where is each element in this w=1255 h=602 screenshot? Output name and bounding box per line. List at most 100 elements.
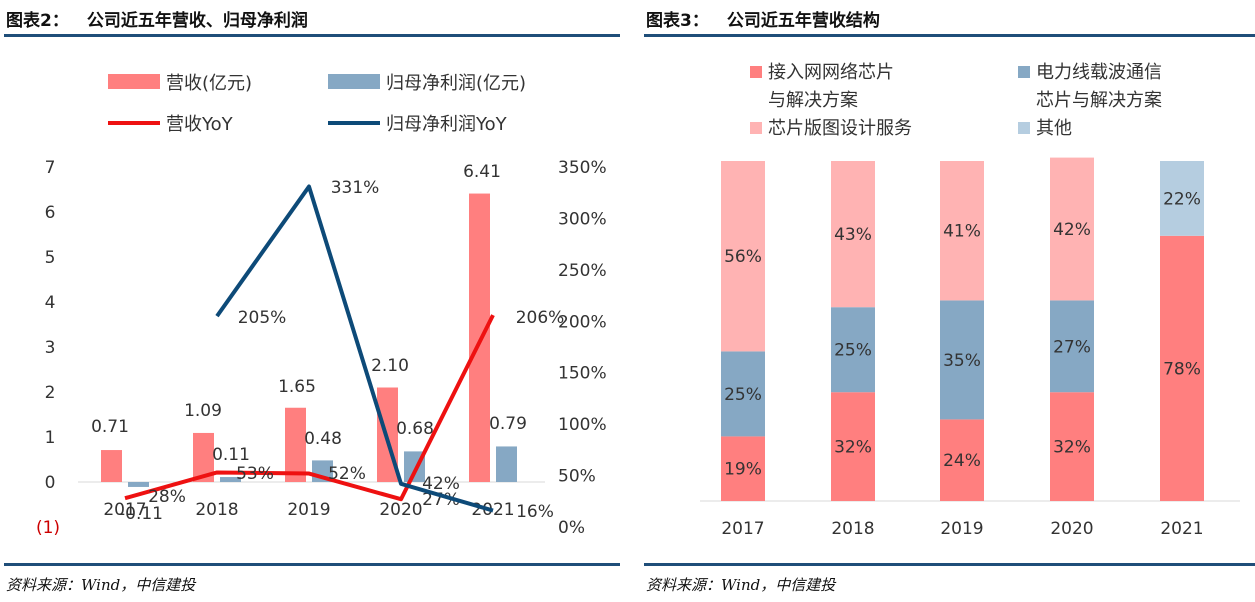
segment-value-label: 32% bbox=[1053, 438, 1091, 458]
figure-number: 图表2： bbox=[6, 11, 69, 31]
legend-swatch bbox=[328, 74, 380, 89]
revenue-value-label: 6.41 bbox=[463, 162, 501, 182]
revenue-yoy-label: 52% bbox=[328, 464, 366, 484]
profit-value-label: 0.11 bbox=[212, 445, 250, 465]
profit-bar bbox=[128, 482, 149, 487]
x-axis-tick: 2017 bbox=[103, 500, 146, 520]
left-axis-tick: 2 bbox=[45, 383, 56, 403]
legend-swatch bbox=[750, 66, 762, 78]
legend-label: 芯片与解决方案 bbox=[1036, 90, 1162, 111]
right-axis-tick: 200% bbox=[558, 312, 607, 332]
segment-value-label: 43% bbox=[834, 225, 872, 245]
figure-caption: 公司近五年营收结构 bbox=[726, 11, 880, 31]
revenue-profit-combo-chart: 营收(亿元) 归母净利润(亿元) 营收YoY 归母净利润YoY 7 6 5 4 3 2 1 0 (1) 3… bbox=[36, 73, 607, 538]
stacked-segment bbox=[721, 436, 765, 501]
profit-value-label: 0.48 bbox=[304, 429, 342, 449]
left-axis-tick: 0 bbox=[45, 473, 56, 493]
legend-label: 营收YoY bbox=[166, 114, 234, 135]
stacked-segment bbox=[1160, 235, 1204, 502]
right-axis-tick: 350% bbox=[558, 158, 607, 178]
title-rule bbox=[644, 34, 1255, 37]
legend-label: 其他 bbox=[1036, 118, 1072, 139]
title-rule bbox=[4, 34, 620, 37]
x-axis-tick: 2019 bbox=[287, 500, 330, 520]
stacked-segment bbox=[721, 351, 765, 437]
segment-value-label: 32% bbox=[834, 438, 872, 458]
left-axis-tick: 5 bbox=[45, 248, 56, 268]
legend-label: 接入网网络芯片 bbox=[768, 62, 894, 83]
revenue-bar bbox=[193, 432, 214, 482]
right-axis-tick: 50% bbox=[558, 467, 596, 487]
segment-value-label: 25% bbox=[724, 385, 762, 405]
revenue-value-label: 0.71 bbox=[91, 417, 129, 437]
profit-yoy-label: 42% bbox=[422, 474, 460, 494]
stacked-segment bbox=[940, 300, 984, 420]
revenue-yoy-label: 28% bbox=[148, 487, 186, 507]
legend-label: 与解决方案 bbox=[768, 90, 858, 111]
revenue-profit-panel: 图表2： 公司近五年营收、归母净利润 营收(亿元) 归母净利润(亿元) 营收YoY 归母… bbox=[0, 0, 620, 602]
x-axis-tick: 2017 bbox=[721, 519, 764, 539]
figure-caption: 公司近五年营收、归母净利润 bbox=[86, 11, 308, 31]
profit-yoy-label: 331% bbox=[331, 178, 380, 198]
segment-value-label: 56% bbox=[724, 247, 762, 267]
figure-title: 图表2： 公司近五年营收、归母净利润 bbox=[6, 6, 308, 31]
segment-value-label: 35% bbox=[943, 351, 981, 371]
legend-swatch bbox=[750, 122, 762, 134]
profit-bar bbox=[220, 477, 241, 482]
segment-value-label: 22% bbox=[1163, 189, 1201, 209]
left-axis-tick-negative: (1) bbox=[36, 518, 60, 538]
revenue-structure-panel: 图表3： 公司近五年营收结构 接入网网络芯片 与解决方案 电力线载波通信 芯片与解决方案… bbox=[640, 0, 1255, 602]
profit-value-label: -0.11 bbox=[119, 504, 163, 524]
stacked-segment bbox=[1050, 392, 1094, 501]
profit-yoy-line bbox=[215, 184, 494, 513]
legend-label: 营收(亿元) bbox=[166, 73, 252, 94]
segment-value-label: 25% bbox=[834, 341, 872, 361]
segment-value-label: 78% bbox=[1163, 359, 1201, 379]
legend-label: 归母净利润(亿元) bbox=[386, 73, 526, 94]
segment-value-label: 27% bbox=[1053, 337, 1091, 357]
left-axis-tick: 3 bbox=[45, 338, 56, 358]
revenue-value-label: 2.10 bbox=[371, 356, 409, 376]
right-axis-tick: 0% bbox=[558, 518, 585, 538]
stacked-segment bbox=[1160, 161, 1204, 236]
x-axis-tick: 2018 bbox=[831, 519, 874, 539]
revenue-bar bbox=[101, 450, 122, 482]
stacked-segment bbox=[1050, 300, 1094, 393]
profit-yoy-label: 16% bbox=[516, 502, 554, 522]
legend-swatch bbox=[1018, 66, 1030, 78]
stacked-segment bbox=[831, 392, 875, 501]
stacked-segment bbox=[831, 307, 875, 393]
left-axis-tick: 6 bbox=[45, 203, 56, 223]
segment-value-label: 24% bbox=[943, 451, 981, 471]
legend-swatch bbox=[108, 74, 160, 89]
legend-label: 电力线载波通信 bbox=[1036, 62, 1162, 83]
segment-value-label: 19% bbox=[724, 460, 762, 480]
revenue-yoy-line bbox=[124, 314, 495, 502]
profit-value-label: 0.68 bbox=[396, 419, 434, 439]
revenue-value-label: 1.65 bbox=[278, 377, 316, 397]
x-axis-tick: 2020 bbox=[1050, 519, 1093, 539]
legend-label: 芯片版图设计服务 bbox=[768, 118, 912, 139]
source-note: 资料来源：Wind，中信建投 bbox=[646, 576, 836, 594]
legend-swatch bbox=[1018, 122, 1030, 134]
left-axis-tick: 7 bbox=[45, 158, 56, 178]
right-axis-tick: 100% bbox=[558, 415, 607, 435]
x-axis-tick: 2019 bbox=[940, 519, 983, 539]
profit-value-label: 0.79 bbox=[489, 414, 527, 434]
revenue-yoy-label: 27% bbox=[422, 490, 460, 510]
stacked-segment bbox=[721, 161, 765, 352]
x-axis-tick: 2021 bbox=[1160, 519, 1203, 539]
figure-title: 图表3： 公司近五年营收结构 bbox=[646, 6, 880, 31]
revenue-value-label: 1.09 bbox=[184, 401, 222, 421]
source-rule bbox=[644, 563, 1255, 566]
left-axis-tick: 1 bbox=[45, 428, 56, 448]
legend-label: 归母净利润YoY bbox=[386, 114, 508, 135]
revenue-yoy-label: 206% bbox=[516, 308, 565, 328]
stacked-segment bbox=[940, 161, 984, 301]
profit-yoy-label: 205% bbox=[238, 308, 287, 328]
stacked-segment bbox=[940, 419, 984, 501]
revenue-bar bbox=[285, 407, 306, 482]
segment-value-label: 42% bbox=[1053, 220, 1091, 240]
right-axis-tick: 300% bbox=[558, 209, 607, 229]
